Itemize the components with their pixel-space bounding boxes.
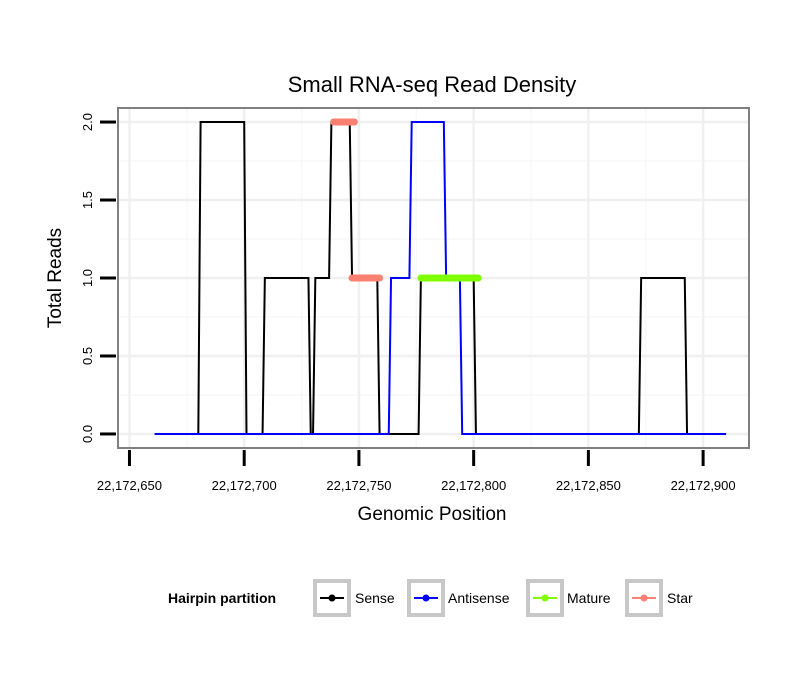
legend-label-antisense: Antisense: [448, 590, 510, 606]
y-tick-label: 1.0: [80, 269, 95, 287]
y-axis: 0.0 0.5 1.0 1.5 2.0: [80, 113, 116, 443]
y-tick-label: 0.5: [80, 347, 95, 365]
legend-key-point: [328, 594, 336, 602]
x-tick-label: 22,172,900: [671, 478, 736, 493]
x-tick-label: 22,172,650: [97, 478, 162, 493]
plot-border: [117, 107, 750, 449]
legend-title: Hairpin partition: [168, 590, 276, 606]
x-tick-label: 22,172,850: [556, 478, 621, 493]
y-tick-label: 0.0: [80, 425, 95, 443]
legend-key-point: [422, 594, 430, 602]
x-tick-label: 22,172,750: [326, 478, 391, 493]
legend-key-point: [541, 594, 549, 602]
x-tick-label: 22,172,800: [441, 478, 506, 493]
legend-label-mature: Mature: [567, 590, 611, 606]
series-lines: [154, 118, 727, 435]
x-axis-title: Genomic Position: [358, 504, 507, 525]
legend: Hairpin partition Sense Antisense Mature St…: [168, 579, 693, 617]
x-axis: 22,172,650 22,172,700 22,172,750 22,172,800…: [97, 450, 736, 493]
legend-key-point: [640, 594, 648, 602]
chart-title: Small RNA-seq Read Density: [288, 72, 577, 97]
x-tick-label: 22,172,700: [212, 478, 277, 493]
legend-label-star: Star: [667, 590, 693, 606]
y-axis-title: Total Reads: [45, 228, 66, 328]
y-tick-label: 1.5: [80, 191, 95, 209]
y-tick-label: 2.0: [80, 113, 95, 131]
grid-lines: [118, 108, 749, 448]
legend-label-sense: Sense: [355, 590, 395, 606]
series-line-antisense: [154, 121, 727, 435]
